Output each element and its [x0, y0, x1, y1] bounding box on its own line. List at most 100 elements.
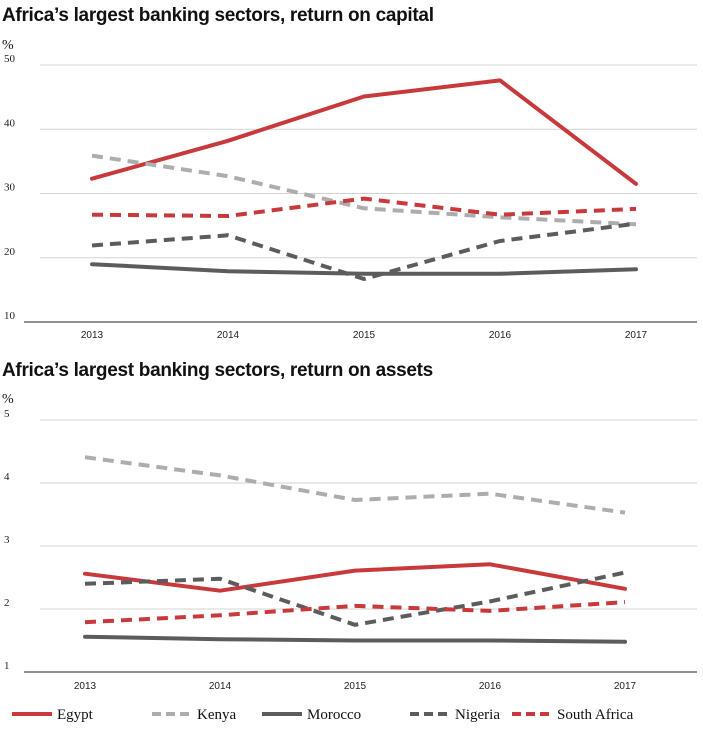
chart-roa-point-nigeria-2017 — [623, 571, 627, 575]
chart-roc-xtick-2014: 2014 — [217, 330, 240, 341]
chart-roa-series-south-africa — [84, 600, 626, 625]
chart-roa-point-egypt-2014 — [218, 589, 222, 593]
chart-roc-point-south-africa-2015 — [362, 197, 366, 201]
chart-roc-point-kenya-2014 — [226, 174, 230, 178]
chart-roa-point-kenya-2017 — [623, 511, 627, 515]
chart-roa-point-morocco-2014 — [218, 637, 222, 641]
chart-roc-point-nigeria-2016 — [498, 239, 502, 243]
chart-roa-xtick-2017: 2017 — [614, 681, 637, 692]
chart-roa-point-nigeria-2014 — [218, 577, 222, 581]
legend-label-morocco: Morocco — [307, 707, 361, 723]
chart-roc-point-morocco-2015 — [362, 272, 366, 276]
chart-roc-ytick-30: 30 — [4, 182, 16, 194]
chart-roc-point-kenya-2013 — [90, 154, 94, 158]
legend-label-nigeria: Nigeria — [455, 707, 500, 723]
chart-roa-point-kenya-2013 — [83, 455, 87, 459]
chart-roa-point-nigeria-2013 — [83, 582, 87, 586]
chart-roc-point-morocco-2014 — [226, 269, 230, 273]
chart-roa-point-south-africa-2016 — [488, 609, 492, 613]
chart-roa-xtick-2015: 2015 — [344, 681, 367, 692]
chart-roc-point-egypt-2017 — [634, 182, 638, 186]
chart-roc-point-nigeria-2013 — [90, 244, 94, 248]
legend-item-nigeria: Nigeria — [410, 707, 500, 723]
chart-roa-xtick-2013: 2013 — [74, 681, 97, 692]
chart-roa-point-kenya-2016 — [488, 492, 492, 496]
chart-roa-xtick-2014: 2014 — [209, 681, 232, 692]
chart-roc-point-kenya-2015 — [362, 206, 366, 210]
chart-roa-series-egypt — [83, 562, 627, 593]
chart-roc-xtick-2015: 2015 — [353, 330, 376, 341]
chart-roc-point-egypt-2016 — [498, 78, 502, 82]
chart-roc-xtick-2013: 2013 — [81, 330, 104, 341]
chart-roc-point-morocco-2016 — [498, 272, 502, 276]
chart-roa-point-morocco-2016 — [488, 639, 492, 643]
chart-roc-point-south-africa-2013 — [90, 213, 94, 217]
legend-item-kenya: Kenya — [152, 707, 236, 723]
chart-roc-lines — [90, 78, 638, 281]
chart-roc-ytick-40: 40 — [4, 117, 16, 129]
chart-roc-point-south-africa-2017 — [634, 207, 638, 211]
chart-roa-point-egypt-2015 — [353, 569, 357, 573]
chart-roa-series-nigeria — [84, 570, 626, 627]
chart-roa-lines — [83, 455, 627, 644]
legend-item-egypt: Egypt — [12, 707, 94, 723]
chart-roa-ytick-1: 1 — [4, 660, 10, 672]
chart-roc-point-morocco-2013 — [90, 262, 94, 266]
chart-roc-point-egypt-2014 — [226, 139, 230, 143]
chart-roa: Africa’s largest banking sectors, return… — [2, 360, 697, 692]
chart-roc-series-nigeria — [91, 221, 637, 281]
chart-roa-point-morocco-2017 — [623, 640, 627, 644]
chart-roc-point-nigeria-2015 — [362, 277, 366, 281]
legend: Egypt Kenya Morocco Nigeria South Africa — [12, 707, 634, 723]
chart-roc-title: Africa’s largest banking sectors, return… — [2, 5, 434, 26]
chart-roa-point-morocco-2015 — [353, 639, 357, 643]
chart-roc-series-egypt — [90, 78, 638, 186]
chart-roc-point-nigeria-2014 — [226, 233, 230, 237]
chart-roa-grid — [24, 419, 697, 673]
chart-roa-point-south-africa-2017 — [623, 600, 627, 604]
chart-roc: Africa’s largest banking sectors, return… — [2, 5, 697, 341]
chart-roa-point-egypt-2013 — [83, 572, 87, 576]
chart-roc-xtick-2017: 2017 — [625, 330, 648, 341]
chart-roa-point-nigeria-2016 — [488, 599, 492, 603]
legend-item-morocco: Morocco — [262, 707, 361, 723]
chart-roc-ytick-10: 10 — [4, 310, 16, 322]
chart-roa-ytick-3: 3 — [4, 534, 10, 546]
chart-roc-ytick-50: 50 — [4, 53, 16, 65]
chart-roa-point-morocco-2013 — [83, 635, 87, 639]
chart-roc-point-nigeria-2017 — [634, 222, 638, 226]
chart-roa-series-kenya — [84, 455, 626, 515]
chart-roc-point-south-africa-2016 — [498, 213, 502, 217]
chart-roa-point-south-africa-2015 — [353, 604, 357, 608]
chart-roa-xtick-2016: 2016 — [479, 681, 502, 692]
chart-roa-ticks: 1 2 3 4 5 2013 2014 2015 2016 2017 — [4, 408, 637, 692]
chart-roa-series-morocco — [83, 634, 627, 644]
chart-roc-grid — [24, 64, 697, 323]
legend-label-egypt: Egypt — [57, 707, 94, 723]
chart-roa-point-egypt-2016 — [488, 562, 492, 566]
chart-roa-point-south-africa-2013 — [83, 620, 87, 624]
chart-roa-unit: % — [2, 392, 14, 407]
chart-roc-point-egypt-2015 — [362, 95, 366, 99]
chart-roa-title: Africa’s largest banking sectors, return… — [2, 360, 433, 381]
chart-roa-ytick-2: 2 — [4, 597, 10, 609]
chart-roa-point-kenya-2014 — [218, 473, 222, 477]
chart-roc-series-south-africa — [91, 196, 637, 218]
legend-label-south-africa: South Africa — [557, 707, 634, 723]
chart-roc-point-egypt-2013 — [90, 177, 94, 181]
chart-roa-point-south-africa-2014 — [218, 613, 222, 617]
chart-roa-point-kenya-2015 — [353, 498, 357, 502]
chart-roc-series-morocco — [90, 262, 638, 276]
chart-roc-point-south-africa-2014 — [226, 214, 230, 218]
chart-roc-xtick-2016: 2016 — [489, 330, 512, 341]
chart-roc-point-morocco-2017 — [634, 267, 638, 271]
chart-roc-ticks: 10 20 30 40 50 2013 2014 2015 2016 2017 — [4, 53, 648, 341]
chart-roa-point-nigeria-2015 — [353, 623, 357, 627]
legend-label-kenya: Kenya — [197, 707, 236, 723]
legend-item-south-africa: South Africa — [512, 707, 634, 723]
chart-roa-ytick-5: 5 — [4, 408, 10, 420]
chart-roc-series-kenya — [91, 153, 637, 227]
chart-roc-unit: % — [2, 38, 14, 53]
chart-roa-point-egypt-2017 — [623, 587, 627, 591]
